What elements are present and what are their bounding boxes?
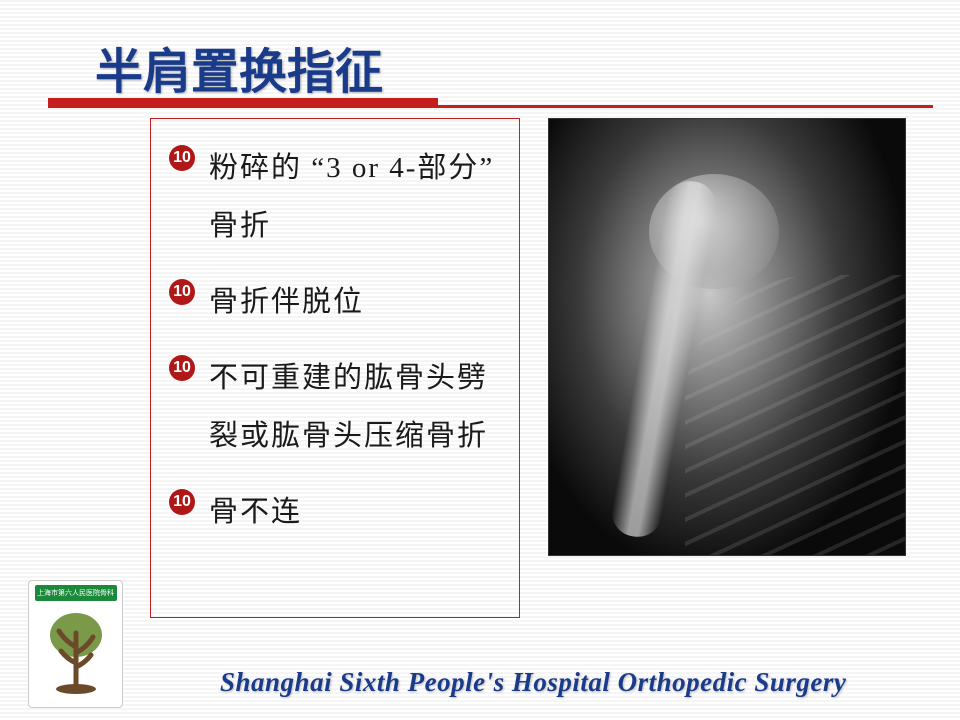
bullet-number-icon: 10	[169, 279, 195, 305]
xray-shoulder-image	[548, 118, 906, 556]
slide-title: 半肩置换指征	[95, 32, 383, 102]
xray-humeral-head	[649, 174, 779, 289]
bullet-text: 不可重建的肱骨头劈裂或肱骨头压缩骨折	[209, 349, 501, 465]
list-item: 10 骨不连	[169, 483, 501, 541]
bullet-text: 骨不连	[209, 483, 302, 541]
bullet-number-icon: 10	[169, 489, 195, 515]
bullet-list-box: 10 粉碎的 “3 or 4-部分” 骨折 10 骨折伴脱位 10 不可重建的肱…	[150, 118, 520, 618]
title-underline-thin	[438, 105, 933, 108]
title-underline-thick	[48, 98, 438, 108]
footer-hospital-name: Shanghai Sixth People's Hospital Orthope…	[220, 667, 846, 698]
list-item: 10 不可重建的肱骨头劈裂或肱骨头压缩骨折	[169, 349, 501, 465]
hospital-logo: 上海市第六人民医院骨科	[28, 580, 123, 708]
bullet-text: 粉碎的 “3 or 4-部分” 骨折	[209, 139, 501, 255]
list-item: 10 粉碎的 “3 or 4-部分” 骨折	[169, 139, 501, 255]
logo-banner-text: 上海市第六人民医院骨科	[35, 585, 117, 601]
bullet-number-icon: 10	[169, 355, 195, 381]
bullet-text: 骨折伴脱位	[209, 273, 364, 331]
bullet-number-icon: 10	[169, 145, 195, 171]
tree-icon	[41, 607, 111, 695]
list-item: 10 骨折伴脱位	[169, 273, 501, 331]
